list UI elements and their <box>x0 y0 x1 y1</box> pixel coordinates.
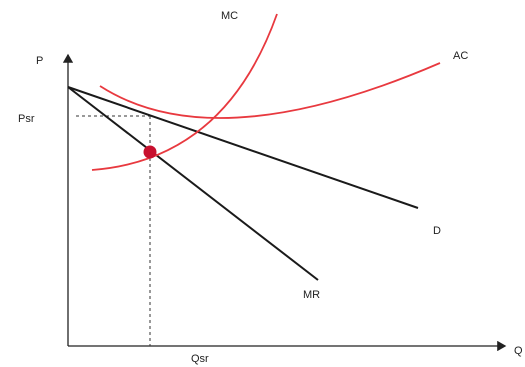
equilibrium-point <box>143 145 157 159</box>
quantity-tick-label: Qsr <box>191 353 209 365</box>
demand-curve <box>67 86 419 209</box>
mc-label: MC <box>221 10 238 22</box>
x-axis-label: Q <box>514 345 523 357</box>
marginal-cost-curve <box>91 13 278 171</box>
price-tick-label: Psr <box>18 113 35 125</box>
demand-label: D <box>433 225 441 237</box>
mr-label: MR <box>303 289 320 301</box>
marginal-revenue-curve <box>67 86 319 281</box>
ac-label: AC <box>453 50 468 62</box>
average-cost-curve <box>99 62 441 119</box>
y-axis-label: P <box>36 55 43 67</box>
